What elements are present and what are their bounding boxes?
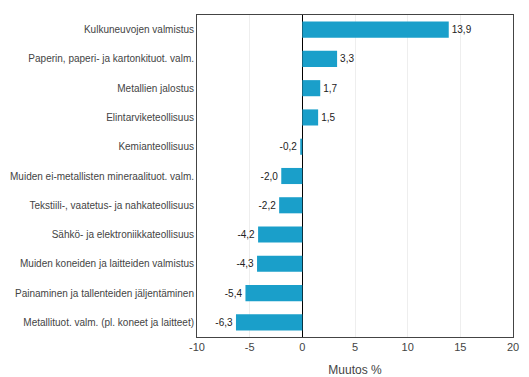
svg-text:-2,2: -2,2 — [258, 200, 276, 211]
svg-text:-0,2: -0,2 — [280, 141, 298, 152]
svg-text:-2,0: -2,0 — [261, 171, 279, 182]
svg-text:3,3: 3,3 — [340, 53, 354, 64]
svg-text:Paperin, paperi- ja kartonkitu: Paperin, paperi- ja kartonkituot. valm. — [28, 53, 194, 64]
svg-text:Metallien jalostus: Metallien jalostus — [117, 83, 194, 94]
svg-text:20: 20 — [507, 341, 519, 353]
svg-text:0: 0 — [299, 341, 305, 353]
svg-text:Muiden ei-metallisten mineraal: Muiden ei-metallisten mineraalituot. val… — [10, 171, 194, 182]
svg-text:5: 5 — [352, 341, 358, 353]
svg-text:Metallituot. valm. (pl. koneet: Metallituot. valm. (pl. koneet ja laitte… — [23, 317, 194, 328]
svg-text:Kemianteollisuus: Kemianteollisuus — [118, 141, 194, 152]
svg-text:1,5: 1,5 — [321, 112, 335, 123]
svg-text:13,9: 13,9 — [452, 24, 472, 35]
svg-text:15: 15 — [454, 341, 466, 353]
svg-text:Kulkuneuvojen valmistus: Kulkuneuvojen valmistus — [84, 24, 194, 35]
svg-text:1,7: 1,7 — [323, 83, 337, 94]
svg-text:Elintarviketeollisuus: Elintarviketeollisuus — [106, 112, 194, 123]
svg-text:Painaminen ja tallenteiden jäl: Painaminen ja tallenteiden jäljentäminen — [15, 288, 194, 299]
svg-text:-5: -5 — [245, 341, 255, 353]
svg-text:Muutos %: Muutos % — [328, 363, 382, 377]
svg-text:Tekstiili-, vaatetus- ja nahka: Tekstiili-, vaatetus- ja nahkateollisuus — [29, 200, 194, 211]
svg-text:-10: -10 — [189, 341, 205, 353]
svg-text:Muiden koneiden ja laitteiden: Muiden koneiden ja laitteiden valmistus — [20, 258, 194, 269]
svg-text:10: 10 — [402, 341, 414, 353]
svg-text:Sähkö- ja elektroniikkateollis: Sähkö- ja elektroniikkateollisuus — [52, 229, 194, 240]
svg-text:-6,3: -6,3 — [215, 317, 233, 328]
svg-text:-4,3: -4,3 — [236, 258, 254, 269]
svg-text:-5,4: -5,4 — [225, 288, 243, 299]
svg-text:-4,2: -4,2 — [237, 229, 255, 240]
